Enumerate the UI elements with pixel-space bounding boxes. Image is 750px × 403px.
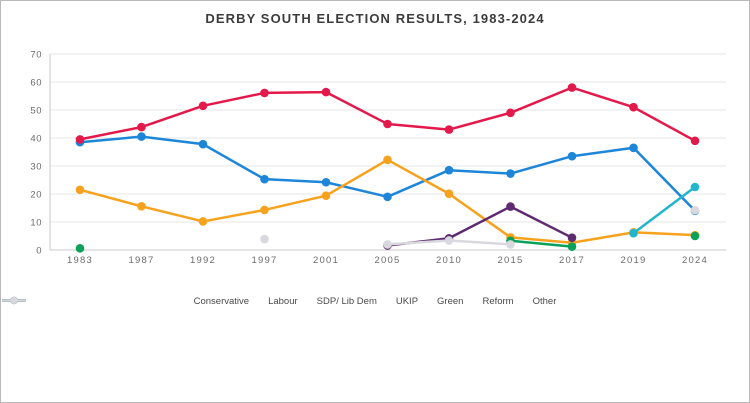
x-axis-label: 1987: [129, 255, 155, 266]
y-axis-label: 40: [30, 134, 42, 145]
legend-label: Other: [532, 296, 557, 307]
series-line-green: [509, 239, 574, 248]
x-axis-label: 2010: [436, 255, 462, 266]
series-point-reform: [629, 228, 638, 238]
y-axis-label: 70: [30, 50, 42, 61]
series-point-sdp-lib-dem: [260, 205, 269, 215]
x-axis-label: 2017: [559, 255, 585, 266]
legend-item-other: Other: [2, 296, 557, 307]
series-point-sdp-lib-dem: [137, 202, 146, 211]
series-line-conservative: [78, 135, 697, 213]
x-axis-label: 2015: [498, 255, 524, 266]
series-line-labour: [78, 86, 697, 143]
series-point-conservative: [137, 132, 146, 141]
series-point-labour: [567, 83, 577, 92]
series-point-other: [383, 240, 392, 249]
legend-label: SDP/ Lib Dem: [316, 296, 377, 307]
series-line-sdp-lib-dem: [78, 158, 697, 244]
legend-label: Conservative: [193, 296, 250, 307]
series-point-sdp-lib-dem: [321, 191, 331, 200]
series-point-labour: [75, 135, 85, 144]
series-point-reform: [690, 182, 700, 192]
legend-item-green: Green: [2, 296, 464, 307]
series-point-labour: [260, 88, 269, 98]
series-line-other: [386, 239, 512, 246]
x-axis-label: 2024: [682, 255, 708, 266]
series-point-sdp-lib-dem: [444, 189, 454, 199]
legend-label: UKIP: [395, 296, 419, 307]
y-axis-label: 20: [30, 190, 42, 201]
series-point-sdp-lib-dem: [75, 185, 85, 195]
series-point-labour: [198, 101, 208, 111]
y-axis-label: 10: [30, 218, 42, 229]
series-point-conservative: [198, 139, 208, 149]
series-point-conservative: [321, 177, 331, 187]
series-point-other: [444, 236, 454, 245]
series-point-labour: [321, 87, 331, 97]
series-point-sdp-lib-dem: [383, 155, 392, 165]
y-axis-label: 0: [36, 246, 42, 257]
series-point-sdp-lib-dem: [198, 217, 208, 226]
series-point-conservative: [506, 169, 515, 178]
series-point-conservative: [567, 151, 577, 161]
series-sdp-lib-dem: [75, 155, 700, 248]
legend-label: Green: [437, 296, 464, 307]
y-axis-label: 30: [30, 162, 42, 173]
series-point-labour: [444, 125, 454, 134]
series-point-conservative: [444, 165, 454, 175]
series-point-labour: [506, 108, 515, 118]
legend-item-reform: Reform: [2, 296, 514, 307]
x-axis-label: 1997: [252, 255, 278, 266]
series-point-other: [506, 240, 515, 249]
series-other: [260, 205, 700, 249]
legend-item-sdp-lib-dem: SDP/ Lib Dem: [2, 296, 377, 307]
series-conservative: [75, 132, 700, 216]
series-green: [75, 231, 700, 253]
legend-item-conservative: Conservative: [2, 296, 250, 307]
x-axis-label: 1983: [67, 255, 93, 266]
y-axis-label: 60: [30, 78, 42, 89]
x-axis-label: 2005: [375, 255, 401, 266]
x-axis-label: 2019: [621, 255, 647, 266]
chart-legend: Conservative Labour SDP/ Lib Dem UKIP Green R…: [1, 296, 749, 307]
series-point-conservative: [383, 192, 392, 202]
x-axis-label: 2001: [313, 255, 339, 266]
legend-item-ukip: UKIP: [2, 296, 419, 307]
series-point-labour: [690, 136, 700, 146]
legend-label: Labour: [268, 296, 298, 307]
series-point-green: [690, 231, 700, 241]
series-point-conservative: [260, 174, 269, 184]
series-reform: [629, 182, 700, 238]
series-point-labour: [629, 102, 638, 112]
x-axis-label: 1992: [190, 255, 216, 266]
y-axis-label: 50: [30, 106, 42, 117]
series-point-other: [690, 205, 700, 215]
series-point-conservative: [629, 143, 638, 153]
series-point-labour: [383, 119, 392, 129]
chart-title: DERBY SOUTH ELECTION RESULTS, 1983-2024: [205, 11, 545, 26]
series-point-green: [567, 242, 577, 251]
series-point-ukip: [567, 233, 577, 242]
series-point-green: [75, 244, 85, 253]
series-line-reform: [632, 185, 697, 235]
series-point-labour: [137, 122, 146, 132]
series-point-ukip: [506, 202, 515, 211]
legend-line-marker-icon: [2, 296, 26, 305]
series-point-other: [260, 234, 269, 244]
legend-label: Reform: [482, 296, 514, 307]
series-labour: [75, 83, 700, 146]
legend-item-labour: Labour: [2, 296, 298, 307]
